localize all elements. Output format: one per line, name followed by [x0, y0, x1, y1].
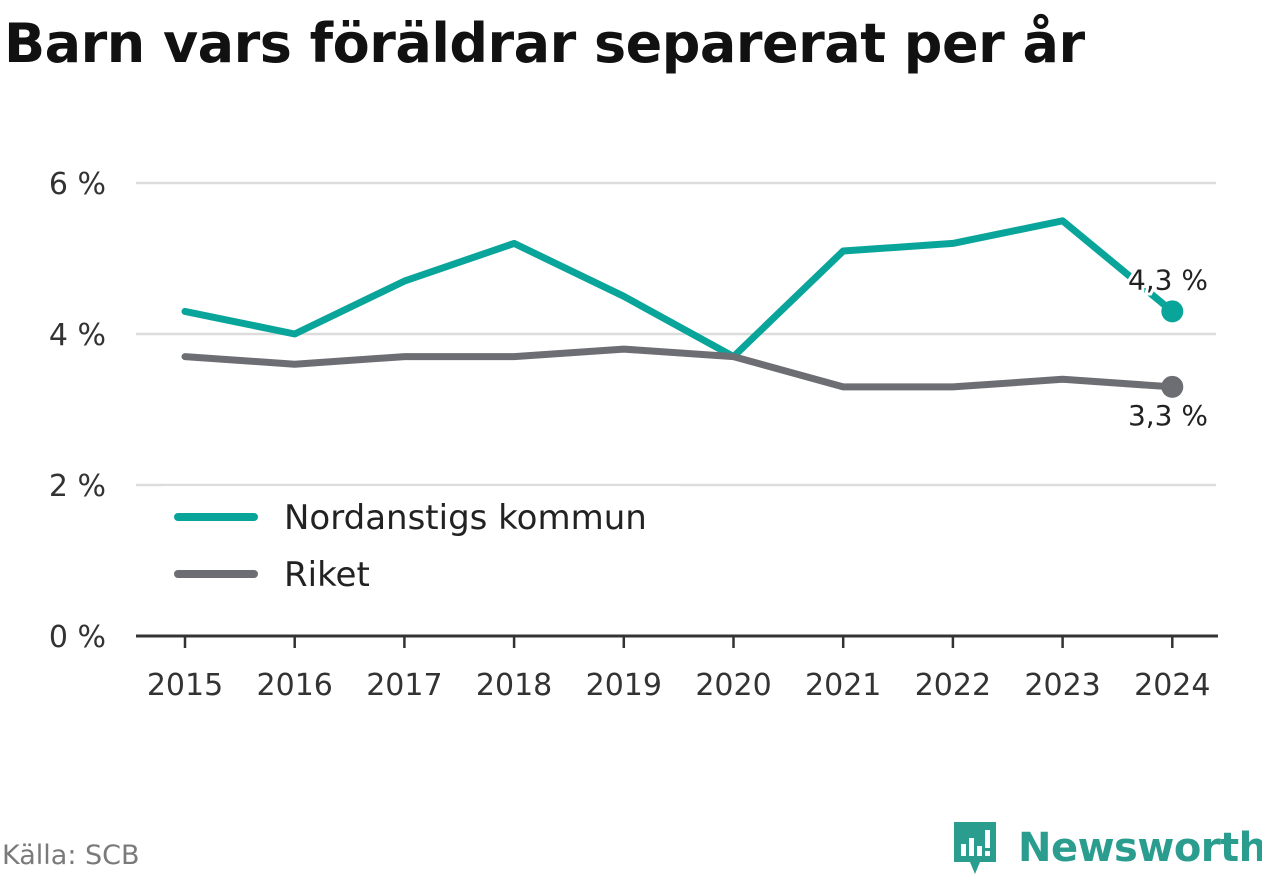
y-tick-label: 0 %: [49, 620, 106, 655]
end-label-nordanstig: 4,3 %: [1128, 263, 1208, 296]
x-tick-label: 2019: [586, 668, 662, 703]
y-tick-label: 6 %: [49, 167, 106, 202]
legend-label: Nordanstigs kommun: [284, 498, 647, 538]
x-tick-label: 2016: [257, 668, 333, 703]
x-tick-label: 2021: [805, 668, 881, 703]
end-label-riket: 3,3 %: [1128, 399, 1208, 432]
legend: Nordanstigs kommun Riket: [163, 486, 681, 604]
series: [181, 217, 1184, 398]
newsworthy-icon: [954, 822, 996, 874]
end-labels: 4,3 % 3,3 %: [1125, 260, 1211, 435]
series-line-riket: [181, 345, 1176, 391]
x-tick-label: 2017: [366, 668, 442, 703]
x-tick-label: 2024: [1134, 668, 1210, 703]
x-axis: 2015 2016 2017 2018 2019 2020 2021 2022 2023 2024: [136, 634, 1218, 703]
gridlines: [136, 181, 1216, 487]
series-line-nordanstig: [181, 217, 1176, 361]
end-point: [1161, 375, 1184, 398]
chart-title: Barn vars föräldrar separerat per år: [4, 12, 1085, 75]
y-tick-label: 2 %: [49, 469, 106, 504]
brand-logo: Newsworthy: [950, 818, 1262, 878]
end-point: [1161, 300, 1184, 323]
x-tick-label: 2018: [476, 668, 552, 703]
x-tick-label: 2020: [695, 668, 771, 703]
y-tick-label: 4 %: [49, 318, 106, 353]
y-axis: 0 % 2 % 4 % 6 %: [49, 167, 106, 655]
source-note: Källa: SCB: [2, 840, 140, 871]
legend-background: [163, 486, 681, 604]
x-tick-label: 2015: [147, 668, 223, 703]
legend-label: Riket: [284, 555, 370, 595]
x-tick-label: 2022: [915, 668, 991, 703]
brand-name: Newsworthy: [1018, 825, 1262, 871]
x-tick-label: 2023: [1024, 668, 1100, 703]
